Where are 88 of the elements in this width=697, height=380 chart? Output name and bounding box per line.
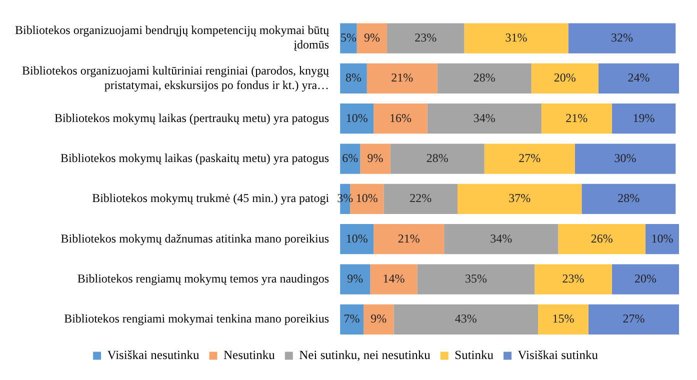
data-label: 27% bbox=[622, 312, 645, 326]
data-label: 24% bbox=[628, 70, 650, 85]
bar bbox=[364, 304, 394, 334]
data-label: 22% bbox=[410, 191, 432, 206]
bar bbox=[387, 23, 464, 54]
data-label: 14% bbox=[382, 271, 405, 286]
bar bbox=[427, 104, 542, 134]
bar bbox=[464, 23, 568, 54]
bar bbox=[582, 184, 676, 214]
bar bbox=[360, 144, 390, 174]
bar bbox=[541, 104, 612, 134]
data-label: 10% bbox=[346, 110, 368, 125]
bar bbox=[531, 63, 598, 94]
bar bbox=[444, 224, 558, 254]
data-label: 10% bbox=[346, 231, 368, 246]
data-label: 43% bbox=[454, 312, 477, 326]
data-label: 28% bbox=[473, 70, 496, 85]
legend-label: Sutinku bbox=[454, 348, 494, 362]
data-label: 37% bbox=[508, 191, 531, 206]
data-label: 10% bbox=[651, 231, 674, 246]
bar bbox=[612, 264, 679, 294]
bar bbox=[384, 184, 458, 214]
data-label: 20% bbox=[634, 271, 656, 286]
legend-label: Visiškai sutinku bbox=[518, 348, 599, 362]
bar bbox=[458, 184, 582, 214]
data-label: 19% bbox=[632, 110, 655, 125]
bar bbox=[340, 304, 364, 334]
data-label: 28% bbox=[426, 150, 448, 165]
data-label: 34% bbox=[490, 231, 512, 246]
legend-label: Nesutinku bbox=[224, 348, 276, 362]
y-tick-label: Bibliotekos rengiami mokymai tenkina mano poreikius bbox=[64, 312, 330, 326]
bar bbox=[340, 224, 374, 254]
data-label: 9% bbox=[347, 271, 364, 286]
bar bbox=[612, 104, 676, 134]
data-label: 16% bbox=[389, 110, 412, 125]
data-label: 21% bbox=[391, 70, 414, 85]
data-label: 15% bbox=[552, 312, 574, 326]
data-label: 30% bbox=[614, 150, 636, 165]
data-label: 21% bbox=[566, 110, 588, 125]
legend-label: Visiškai nesutinku bbox=[107, 348, 200, 362]
y-tick-label: Bibliotekos mokymų laikas (pertraukų metu) yra patogus bbox=[54, 110, 330, 125]
data-label: 6% bbox=[342, 150, 358, 165]
bar bbox=[340, 104, 374, 134]
bar bbox=[645, 224, 679, 254]
data-label: 26% bbox=[590, 231, 613, 246]
data-label: 23% bbox=[414, 30, 437, 44]
y-tick-label: Bibliotekos mokymų dažnumas atitinka mano poreikius bbox=[60, 231, 330, 246]
data-label: 7% bbox=[344, 312, 360, 326]
data-label: 31% bbox=[505, 30, 528, 44]
bar bbox=[484, 144, 575, 174]
data-label: 23% bbox=[562, 271, 584, 286]
y-tick-label: Bibliotekos organizuojami bendrųjų kompetencijų mokymai būtų įdomūs bbox=[15, 23, 330, 52]
bar bbox=[538, 304, 588, 334]
bar bbox=[356, 23, 388, 54]
bar bbox=[340, 264, 370, 294]
legend-label: Nei sutinku, nei nesutinku bbox=[299, 348, 432, 362]
data-label: 20% bbox=[554, 70, 576, 85]
data-label: 10% bbox=[356, 191, 378, 206]
data-label: 27% bbox=[518, 150, 541, 165]
data-label: 21% bbox=[398, 231, 420, 246]
y-tick-label: Bibliotekos rengiamų mokymų temos yra naudingos bbox=[77, 271, 330, 286]
data-label: 28% bbox=[618, 191, 640, 206]
y-tick-label: Bibliotekos organizuojami kultūriniai renginiai (parodos, knygų pristatymai, ekskursijos po fondus ir kt.) yra… bbox=[22, 63, 330, 92]
y-tick-label: Bibliotekos mokymų laikas (paskaitų metu) yra patogus bbox=[60, 150, 330, 165]
bar bbox=[374, 104, 428, 134]
data-label: 9% bbox=[370, 312, 387, 326]
bar bbox=[340, 63, 367, 94]
bar bbox=[394, 304, 538, 334]
data-label: 35% bbox=[464, 271, 487, 286]
data-label: 5% bbox=[340, 30, 356, 44]
data-label: 32% bbox=[610, 30, 633, 44]
bar bbox=[534, 264, 612, 294]
bar bbox=[370, 264, 418, 294]
bar bbox=[598, 63, 679, 94]
bar bbox=[558, 224, 646, 254]
bar bbox=[588, 304, 679, 334]
data-label: 8% bbox=[345, 70, 362, 85]
bar bbox=[568, 23, 676, 54]
bar bbox=[366, 63, 438, 94]
data-label: 9% bbox=[367, 150, 384, 165]
data-label: 9% bbox=[364, 30, 380, 44]
data-label: 34% bbox=[473, 110, 496, 125]
bar bbox=[374, 224, 444, 254]
bar bbox=[417, 264, 535, 294]
bar bbox=[437, 63, 532, 94]
y-tick-label: Bibliotekos mokymų trukmė (45 min.) yra patogi bbox=[92, 191, 330, 206]
bar bbox=[574, 144, 676, 174]
bar bbox=[390, 144, 484, 174]
